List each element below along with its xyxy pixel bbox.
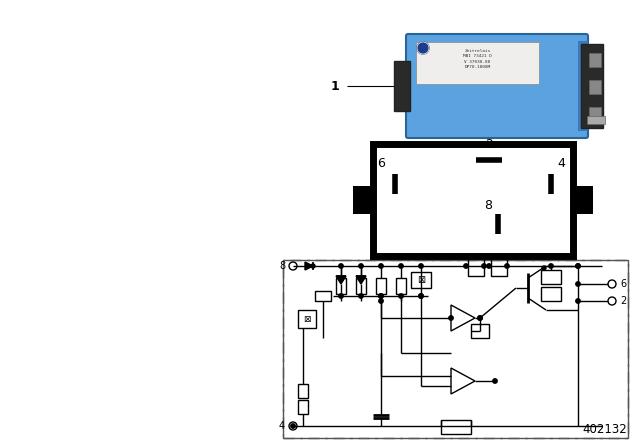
Circle shape xyxy=(493,379,497,383)
Polygon shape xyxy=(305,262,313,270)
Polygon shape xyxy=(336,276,346,284)
Bar xyxy=(541,270,561,284)
Text: 6: 6 xyxy=(377,157,385,170)
Text: Zeitrelais
MBI 73421 D
V 37030-88
DP70-1808M: Zeitrelais MBI 73421 D V 37030-88 DP70-1… xyxy=(463,49,492,69)
Bar xyxy=(541,287,561,301)
Circle shape xyxy=(339,264,343,268)
Text: 8: 8 xyxy=(484,199,492,212)
Bar xyxy=(587,116,605,124)
Circle shape xyxy=(291,424,295,428)
Circle shape xyxy=(576,299,580,303)
Circle shape xyxy=(419,264,423,268)
Text: ⊠: ⊠ xyxy=(303,314,311,323)
Circle shape xyxy=(339,294,343,298)
Circle shape xyxy=(478,316,482,320)
Circle shape xyxy=(359,294,364,298)
Circle shape xyxy=(311,264,315,268)
Circle shape xyxy=(542,266,546,270)
Bar xyxy=(373,144,573,256)
Circle shape xyxy=(379,299,383,303)
Text: 1: 1 xyxy=(330,79,339,92)
Circle shape xyxy=(487,264,492,268)
Circle shape xyxy=(359,264,364,268)
Bar xyxy=(589,107,601,121)
Text: 4: 4 xyxy=(279,421,285,431)
Bar xyxy=(578,41,588,131)
Text: ⊠: ⊠ xyxy=(417,275,425,285)
Bar xyxy=(353,186,375,214)
Text: 6: 6 xyxy=(620,279,626,289)
Bar xyxy=(396,278,406,294)
Bar xyxy=(394,61,410,111)
Bar xyxy=(298,384,308,398)
Bar xyxy=(283,260,628,438)
Bar xyxy=(356,278,366,294)
Text: 8: 8 xyxy=(279,261,285,271)
Text: 402132: 402132 xyxy=(582,423,627,436)
Circle shape xyxy=(419,294,423,298)
Circle shape xyxy=(449,316,453,320)
Bar xyxy=(471,324,489,338)
FancyBboxPatch shape xyxy=(406,34,588,138)
Circle shape xyxy=(505,264,509,268)
Circle shape xyxy=(478,316,482,320)
Text: 2: 2 xyxy=(485,138,493,151)
Bar xyxy=(581,44,603,128)
Bar xyxy=(336,278,346,294)
Bar xyxy=(411,272,431,288)
Circle shape xyxy=(419,294,423,298)
Circle shape xyxy=(379,264,383,268)
Circle shape xyxy=(379,294,383,298)
Bar xyxy=(571,186,593,214)
Circle shape xyxy=(399,264,403,268)
Bar xyxy=(589,53,601,67)
Circle shape xyxy=(576,282,580,286)
Circle shape xyxy=(417,42,429,54)
Bar xyxy=(468,256,484,276)
Text: 2: 2 xyxy=(620,296,627,306)
Text: 4: 4 xyxy=(557,157,565,170)
Bar xyxy=(416,42,539,84)
Circle shape xyxy=(399,294,403,298)
Circle shape xyxy=(576,264,580,268)
Bar xyxy=(298,310,316,328)
Bar xyxy=(298,400,308,414)
Bar xyxy=(315,291,331,301)
Bar xyxy=(491,256,507,276)
Circle shape xyxy=(548,264,553,268)
Bar xyxy=(283,260,628,438)
Circle shape xyxy=(576,264,580,268)
Circle shape xyxy=(482,264,486,268)
Polygon shape xyxy=(356,276,366,284)
Bar xyxy=(376,278,386,294)
Bar xyxy=(441,420,471,434)
Circle shape xyxy=(379,294,383,298)
Bar xyxy=(589,80,601,94)
Circle shape xyxy=(464,264,468,268)
